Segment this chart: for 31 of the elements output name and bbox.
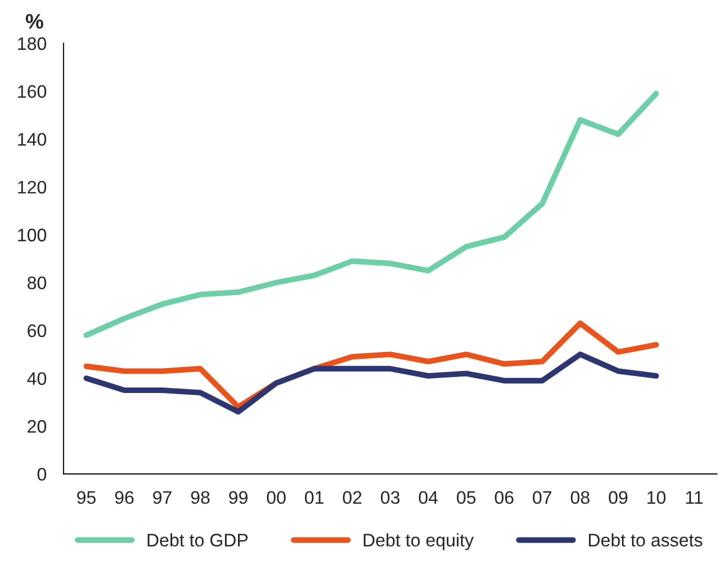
- y-tick-label: 40: [27, 372, 46, 385]
- legend-label: Debt to assets: [588, 533, 702, 547]
- legend-label: Debt to equity: [364, 533, 474, 550]
- x-tick-label: 00: [266, 491, 286, 504]
- x-tick-label: 10: [648, 491, 666, 504]
- x-tick-label: 02: [342, 491, 362, 504]
- x-tick-label: 97: [153, 491, 172, 504]
- y-tick-label: 180: [18, 37, 46, 50]
- x-tick-label: 99: [229, 491, 248, 504]
- y-tick-label: 160: [18, 85, 46, 98]
- y-axis-title: %: [26, 14, 44, 29]
- x-tick-label: 95: [77, 491, 96, 504]
- y-tick-label: 80: [28, 276, 46, 290]
- y-tick-label: 20: [28, 420, 46, 433]
- x-tick-label: 05: [456, 491, 476, 504]
- x-tick-label: 07: [532, 491, 552, 504]
- y-tick-label: 60: [28, 324, 46, 338]
- x-tick-label: 98: [191, 491, 210, 504]
- x-tick-label: 03: [380, 491, 400, 504]
- x-tick-label: 06: [494, 491, 514, 504]
- y-tick-label: 100: [18, 228, 46, 242]
- x-tick-label: 04: [418, 491, 438, 504]
- y-tick-label: 140: [18, 132, 46, 146]
- y-tick-label: 0: [38, 468, 46, 481]
- x-tick-label: 08: [570, 491, 590, 504]
- x-tick-label: 01: [304, 491, 324, 504]
- legend-label: Debt to GDP: [148, 533, 248, 547]
- x-tick-label: 09: [608, 491, 628, 504]
- x-tick-label: 96: [115, 491, 134, 504]
- y-tick-label: 120: [18, 180, 46, 194]
- x-tick-label: 11: [686, 491, 703, 504]
